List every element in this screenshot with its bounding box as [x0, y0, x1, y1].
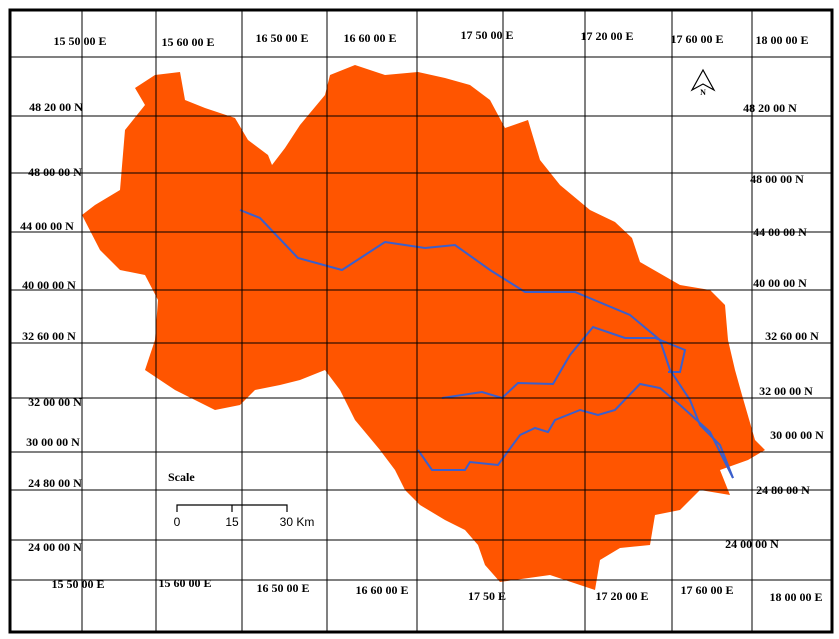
frame	[8, 8, 834, 634]
right-label: 24 00 00 N	[725, 537, 779, 551]
bottom-label: 17 50 E	[468, 589, 506, 603]
right-label: 48 20 00 N	[743, 101, 797, 115]
left-label: 44 00 00 N	[20, 219, 74, 233]
top-label: 15 60 00 E	[161, 35, 214, 49]
bottom-label: 15 60 00 E	[158, 576, 211, 590]
north-arrow: N	[690, 68, 716, 97]
left-label: 32 60 00 N	[22, 329, 76, 343]
bottom-label: 17 60 00 E	[680, 583, 733, 597]
scale-tick: 30 Km	[280, 515, 315, 529]
right-label: 40 00 00 N	[753, 276, 807, 290]
top-label: 17 20 00 E	[580, 29, 633, 43]
left-label: 24 00 00 N	[28, 540, 82, 554]
river	[441, 325, 687, 400]
bottom-label: 17 20 00 E	[595, 589, 648, 603]
right-label: 48 00 00 N	[750, 172, 804, 186]
scale-line	[176, 504, 288, 512]
right-label: 32 60 00 N	[765, 329, 819, 343]
top-label: 15 50 00 E	[53, 34, 106, 48]
right-label: 24 80 00 N	[756, 483, 810, 497]
bottom-label: 15 50 00 E	[51, 577, 104, 591]
bottom-label: 16 50 00 E	[256, 581, 309, 595]
right-label: 32 00 00 N	[759, 384, 813, 398]
bottom-label: 16 60 00 E	[355, 583, 408, 597]
scale-tick: 0	[174, 515, 181, 529]
top-label: 17 60 00 E	[670, 32, 723, 46]
left-label: 30 00 00 N	[26, 435, 80, 449]
right-label: 44 00 00 N	[753, 225, 807, 239]
right-label: 30 00 00 N	[770, 428, 824, 442]
scale-tick: 15	[225, 515, 239, 529]
top-label: 16 50 00 E	[255, 31, 308, 45]
left-label: 48 00 00 N	[28, 165, 82, 179]
scale-bar: Scale 0 15 30 Km	[168, 470, 314, 529]
top-label: 18 00 00 E	[755, 33, 808, 47]
river	[417, 382, 734, 479]
left-label: 24 80 00 N	[28, 476, 82, 490]
top-label: 16 60 00 E	[343, 31, 396, 45]
grid	[10, 10, 832, 632]
north-arrow-shape	[690, 68, 716, 92]
scale-title: Scale	[168, 470, 195, 484]
top-label: 17 50 00 E	[460, 28, 513, 42]
left-label: 48 20 00 N	[29, 100, 83, 114]
bottom-label: 18 00 00 E	[769, 590, 822, 604]
left-label: 40 00 00 N	[22, 278, 76, 292]
north-label: N	[700, 88, 706, 97]
left-label: 32 00 00 N	[28, 395, 82, 409]
basin	[82, 65, 765, 590]
